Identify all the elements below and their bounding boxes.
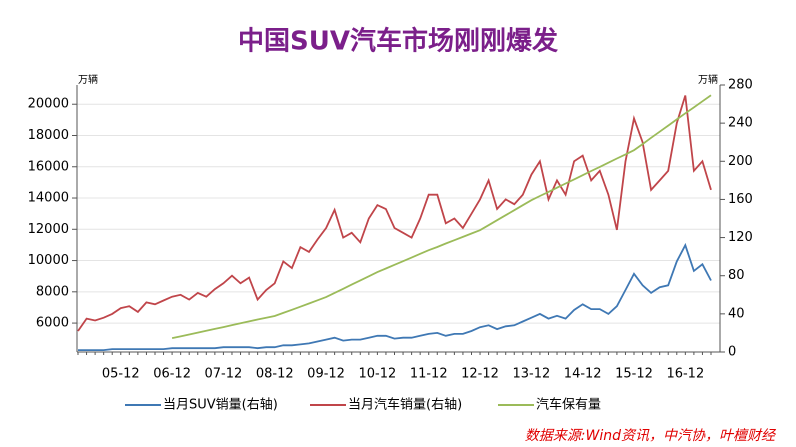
series-line bbox=[171, 94, 712, 339]
x-tick-label: 16-12 bbox=[666, 367, 704, 382]
y2-tick-label: 80 bbox=[728, 268, 745, 283]
x-tick-label: 12-12 bbox=[461, 367, 499, 382]
x-tick-label: 11-12 bbox=[410, 367, 448, 382]
y2-tick-label: 240 bbox=[728, 116, 753, 131]
x-tick-label: 06-12 bbox=[153, 367, 191, 382]
y2-tick-label: 120 bbox=[728, 230, 753, 245]
y2-unit: 万辆 bbox=[698, 73, 718, 86]
x-tick-label: 15-12 bbox=[615, 367, 653, 382]
y-tick-label: 14000 bbox=[28, 191, 69, 206]
y-tick-label: 20000 bbox=[28, 97, 69, 112]
y-tick-label: 12000 bbox=[28, 222, 69, 237]
y-tick-label: 16000 bbox=[28, 159, 69, 174]
y2-tick-label: 0 bbox=[728, 345, 736, 360]
x-tick-label: 14-12 bbox=[564, 367, 602, 382]
x-tick-label: 09-12 bbox=[307, 367, 345, 382]
chart-title: 中国SUV汽车市场刚刚爆发 bbox=[238, 26, 558, 57]
y2-tick-label: 200 bbox=[728, 154, 753, 169]
x-tick-label: 13-12 bbox=[512, 367, 550, 382]
series-line bbox=[77, 95, 712, 332]
y-unit: 万辆 bbox=[78, 73, 98, 86]
x-tick-label: 08-12 bbox=[256, 367, 294, 382]
x-tick-label: 10-12 bbox=[359, 367, 397, 382]
legend-label: 汽车保有量 bbox=[536, 397, 601, 413]
y2-tick-label: 160 bbox=[728, 192, 753, 207]
y-tick-label: 10000 bbox=[28, 253, 69, 268]
y2-tick-label: 280 bbox=[728, 78, 753, 93]
y-tick-label: 6000 bbox=[36, 316, 69, 331]
x-tick-label: 07-12 bbox=[205, 367, 243, 382]
y-tick-label: 18000 bbox=[28, 128, 69, 143]
source: 数据来源:Wind资讯，中汽协，叶檀财经 bbox=[525, 428, 777, 444]
x-tick-label: 05-12 bbox=[102, 367, 140, 382]
legend-label: 当月SUV销量(右轴) bbox=[163, 398, 278, 413]
y-tick-label: 8000 bbox=[36, 284, 69, 299]
y2-tick-label: 40 bbox=[728, 306, 745, 321]
series-line bbox=[78, 242, 712, 351]
legend-label: 当月汽车销量(右轴) bbox=[348, 397, 462, 413]
